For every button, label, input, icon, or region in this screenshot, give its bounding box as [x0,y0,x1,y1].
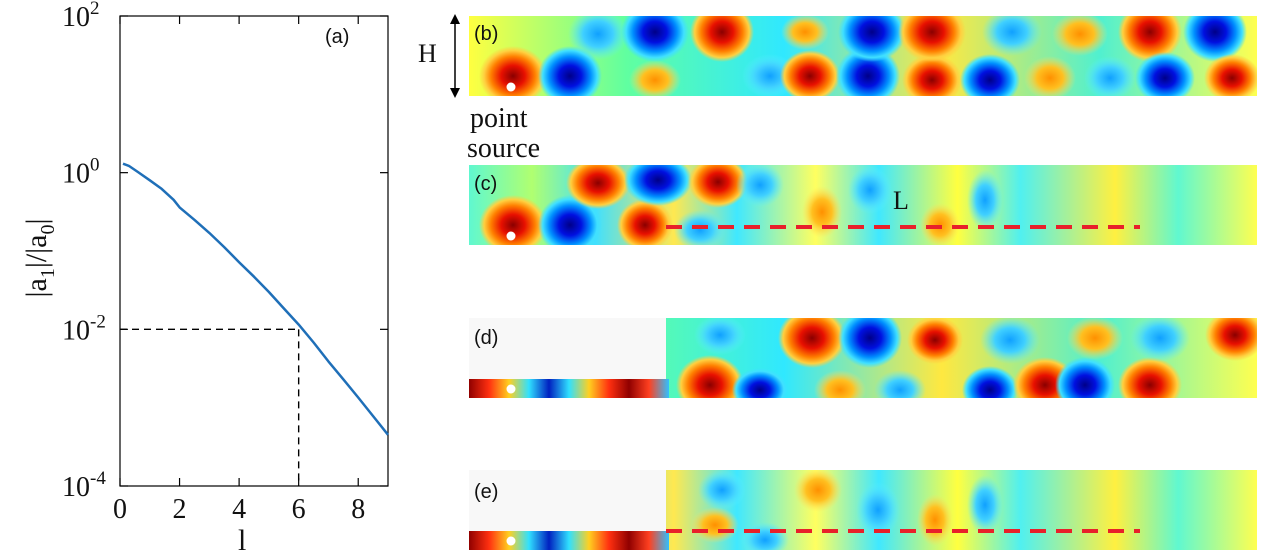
y-tick-label: 100 [62,155,100,190]
y-axis-ticks: 10-4 10-2 100 102 [62,0,388,503]
svg-text:|a1|/|a0|: |a1|/|a0| [20,218,59,297]
field-panel-e: (e) [469,470,1257,550]
x-tick-label: 2 [173,494,187,525]
decay-chart: 10-4 10-2 100 102 0 2 4 6 8 (a) l |a1|/|a0| [20,0,389,550]
x-tick-label: 0 [113,494,127,525]
panel-label-a: (a) [325,26,349,48]
reference-lines [120,328,300,486]
point-source-label-line1: point [470,103,528,134]
y-tick-label: 102 [62,0,100,33]
point-source-dot [506,536,516,546]
x-tick-label: 4 [232,494,246,525]
field-panel-d: (d) [469,318,1257,398]
field-panel-b: (b) [469,16,1257,96]
point-source-dot [506,384,516,394]
series-group [122,162,389,436]
series-line [122,162,389,436]
point-source-dot [506,231,516,241]
x-axis-ticks: 0 2 4 6 8 [113,16,365,525]
panel-label-d: (d) [474,327,498,349]
panel-label-e: (e) [474,481,498,503]
point-source-label-line2: source [467,133,540,164]
plot-frame [119,15,389,487]
height-indicator: H [418,14,460,98]
field-panel-c: L (c) [469,165,1257,245]
x-tick-label: 6 [292,494,306,525]
point-source-dot [506,82,516,92]
x-tick-label: 8 [351,494,365,525]
panel-label-b: (b) [474,23,498,45]
y-tick-label: 10-4 [62,468,106,503]
x-axis-label: l [238,524,246,550]
height-label: H [418,39,437,68]
panel-label-c: (c) [474,173,497,195]
length-label: L [893,186,909,215]
y-tick-label: 10-2 [62,311,106,346]
y-axis-label: |a1|/|a0| [20,218,59,297]
